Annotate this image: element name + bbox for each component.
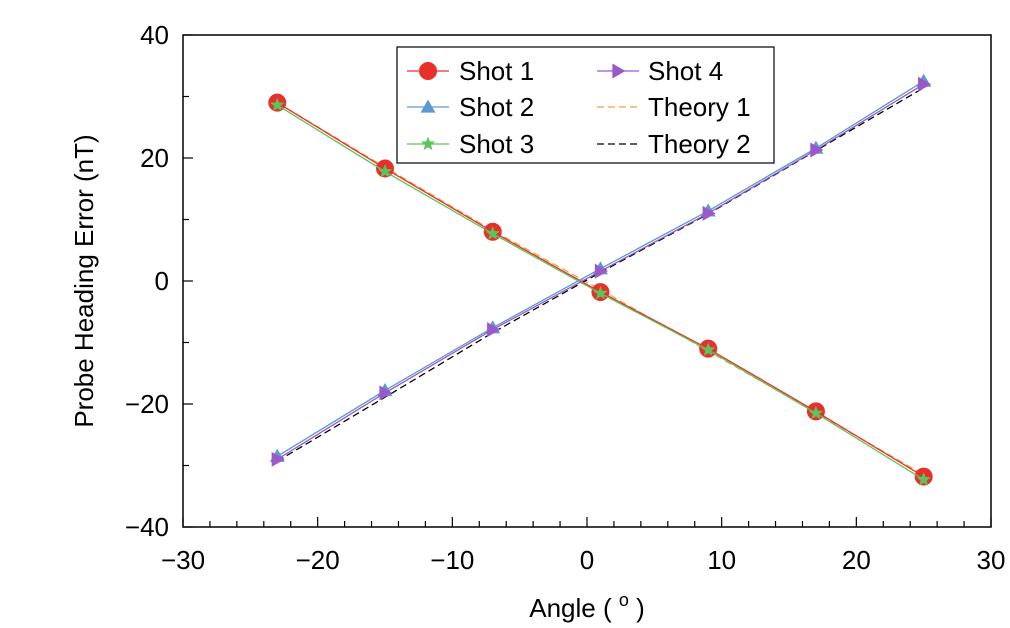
data-point-shot-4: [379, 385, 393, 401]
x-tick-label: −30: [161, 545, 205, 575]
x-tick-label: −20: [296, 545, 340, 575]
y-tick-label: −20: [125, 389, 169, 419]
legend-marker-shot-4: [612, 63, 626, 79]
x-tick-label: 10: [707, 545, 736, 575]
data-point-shot-4: [810, 142, 824, 158]
data-point-shot-3: [808, 405, 824, 420]
x-axis-title-main: Angle (: [529, 593, 619, 623]
data-point-shot-4: [594, 263, 608, 279]
data-point-shot-4: [702, 205, 716, 221]
x-axis-title: Angle ( o ): [529, 590, 645, 623]
legend-label-theory-1: Theory 1: [648, 92, 751, 122]
x-tick-label: 20: [842, 545, 871, 575]
legend-marker-shot-3: [420, 136, 436, 151]
x-tick-label: −10: [430, 545, 474, 575]
plot-area-frame: [182, 34, 992, 528]
data-point-shot-4: [487, 322, 501, 338]
data-point-shot-3: [701, 342, 716, 356]
data-point-shot-3: [270, 97, 285, 112]
legend-box: [396, 46, 775, 164]
data-point-shot-3: [377, 164, 393, 178]
y-tick-label: −40: [125, 512, 169, 542]
x-axis-title-close: ): [629, 593, 645, 623]
legend: Shot 1 Shot 2 Shot 3 Shot 4 Theory 1 Theory 2: [396, 46, 775, 164]
data-point-shot-4: [271, 451, 285, 467]
x-tick-label: 30: [977, 545, 1006, 575]
x-axis-title-sup: o: [619, 590, 629, 610]
y-axis-title: Probe Heading Error (nT): [69, 134, 99, 427]
data-point-shot-3: [593, 285, 608, 300]
data-point-shot-4: [918, 76, 932, 92]
legend-marker-shot-1: [419, 62, 437, 80]
data-point-shot-3: [916, 472, 931, 486]
series-layer: [268, 73, 933, 486]
y-tick-label: 40: [140, 20, 169, 50]
legend-label-shot-1: Shot 1: [459, 56, 534, 86]
legend-label-shot-4: Shot 4: [648, 56, 723, 86]
legend-label-shot-3: Shot 3: [459, 129, 534, 159]
y-tick-label: 20: [140, 143, 169, 173]
x-tick-label: 0: [580, 545, 594, 575]
legend-label-theory-2: Theory 2: [648, 129, 751, 159]
data-point-shot-3: [485, 226, 500, 240]
y-tick-label: 0: [155, 266, 169, 296]
labels-layer: −30 −20 −10 0 10 20 30 −40 −20 0 20 40: [125, 20, 1006, 575]
legend-marker-shot-2: [420, 99, 436, 113]
legend-label-shot-2: Shot 2: [459, 92, 534, 122]
